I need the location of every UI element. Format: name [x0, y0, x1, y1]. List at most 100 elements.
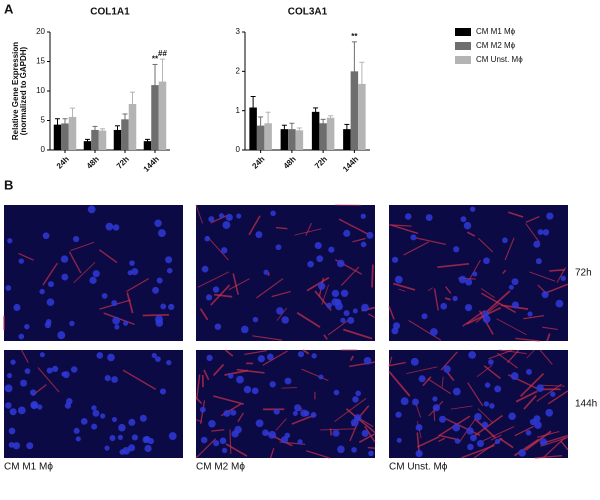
- error-bar: [62, 118, 68, 129]
- nucleus: [39, 288, 45, 295]
- fiber: [515, 390, 538, 403]
- nucleus: [454, 438, 461, 444]
- fiber: [320, 428, 356, 431]
- fiber: [539, 349, 553, 365]
- nucleus: [429, 328, 438, 336]
- nucleus: [228, 373, 234, 379]
- nucleus: [333, 389, 340, 396]
- bar: [311, 111, 320, 150]
- nucleus: [109, 435, 116, 442]
- fiber: [368, 313, 376, 319]
- nucleus: [508, 412, 516, 421]
- fiber: [542, 326, 558, 331]
- fiber: [388, 306, 395, 320]
- fiber: [525, 223, 540, 243]
- nucleus: [476, 440, 484, 448]
- nucleus: [347, 316, 355, 324]
- fiber: [301, 368, 329, 382]
- nucleus: [92, 409, 100, 417]
- nucleus: [343, 229, 351, 237]
- nucleus: [474, 413, 482, 421]
- fiber: [482, 426, 515, 442]
- nucleus: [157, 229, 166, 238]
- fiber: [549, 269, 566, 272]
- bar: [151, 85, 159, 150]
- nucleus: [536, 384, 544, 393]
- fiber: [438, 437, 446, 442]
- nucleus: [276, 307, 284, 315]
- nucleus: [466, 427, 474, 435]
- fiber: [388, 356, 393, 367]
- fiber: [468, 259, 481, 281]
- nucleus: [199, 406, 206, 413]
- x-tick-label: 144h: [341, 154, 360, 173]
- nucleus: [555, 299, 564, 308]
- nucleus: [80, 417, 88, 425]
- nucleus: [9, 408, 17, 416]
- nucleus: [275, 244, 282, 251]
- x-tick-label: 24h: [250, 154, 266, 170]
- bar: [121, 119, 129, 150]
- fiber: [483, 365, 501, 380]
- nucleus: [131, 434, 138, 441]
- fiber: [252, 335, 283, 341]
- micrograph: [4, 349, 183, 458]
- nucleus: [119, 449, 126, 455]
- bar: [143, 141, 152, 150]
- nucleus: [410, 234, 417, 241]
- nucleus: [463, 221, 472, 230]
- nucleus: [297, 439, 303, 445]
- nucleus: [26, 442, 34, 450]
- fiber: [415, 237, 446, 246]
- fiber: [441, 376, 444, 388]
- fiber: [422, 376, 432, 387]
- fiber: [291, 414, 316, 425]
- fiber: [213, 395, 245, 405]
- error-bar: [70, 107, 75, 126]
- significance-label: **: [152, 55, 159, 64]
- nucleus: [96, 352, 104, 359]
- nucleus: [4, 384, 13, 393]
- fiber: [525, 216, 540, 223]
- fiber: [275, 418, 287, 431]
- nucleus: [391, 327, 399, 335]
- fiber: [541, 384, 565, 387]
- nucleus: [481, 421, 489, 429]
- legend-swatch: [455, 56, 471, 64]
- nucleus: [204, 235, 211, 242]
- fiber: [196, 374, 201, 399]
- fiber: [306, 276, 330, 292]
- fiber: [371, 264, 374, 288]
- fiber: [276, 307, 288, 321]
- fiber: [214, 293, 233, 298]
- fiber: [392, 282, 416, 291]
- column-label: CM Unst. Mϕ: [389, 462, 448, 473]
- nucleus: [311, 353, 317, 359]
- nucleus: [118, 423, 126, 432]
- error-bar: [265, 111, 271, 135]
- y-tick-label: 0: [236, 145, 241, 154]
- nucleus: [131, 268, 139, 276]
- nucleus: [205, 294, 213, 301]
- error-bar: [160, 58, 165, 104]
- nucleus: [545, 408, 554, 417]
- fiber: [211, 429, 225, 432]
- nucleus: [64, 402, 72, 409]
- nucleus: [352, 396, 359, 403]
- nucleus: [7, 238, 13, 244]
- nucleus: [268, 430, 277, 439]
- bar: [128, 103, 137, 150]
- nucleus: [425, 214, 433, 222]
- nucleus: [511, 278, 519, 286]
- nucleus: [251, 387, 259, 395]
- panel-label: A: [4, 1, 14, 16]
- fiber: [338, 218, 369, 235]
- nucleus: [404, 213, 412, 220]
- nucleus: [152, 286, 160, 294]
- fiber: [498, 437, 514, 449]
- nucleus: [91, 423, 98, 430]
- nucleus: [297, 351, 305, 358]
- nucleus: [255, 419, 264, 428]
- nucleus: [105, 222, 114, 231]
- fiber: [195, 438, 217, 459]
